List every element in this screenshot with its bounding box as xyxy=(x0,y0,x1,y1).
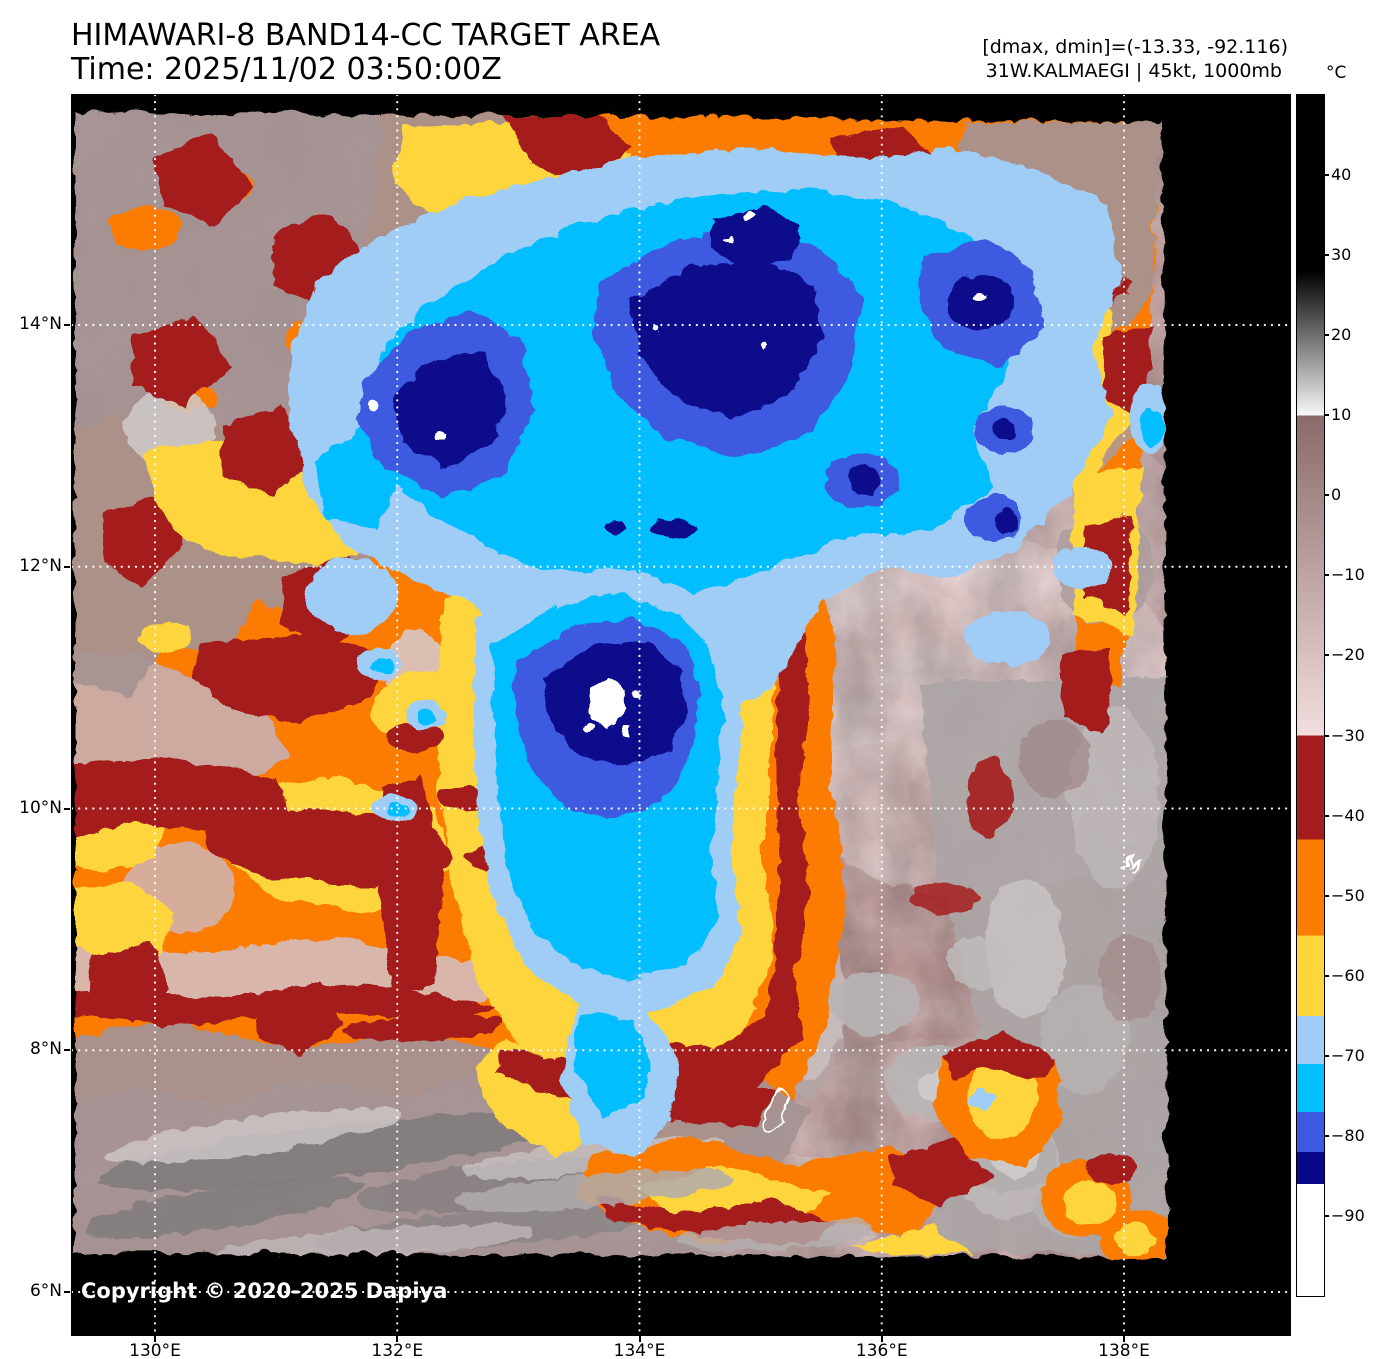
colorbar-tick-label: 20 xyxy=(1331,325,1352,345)
colorbar-tick-label: 40 xyxy=(1331,165,1352,185)
colorbar-tick-mark xyxy=(1324,814,1329,817)
colorbar-tick-label: −50 xyxy=(1331,885,1365,905)
colorbar-tick-mark xyxy=(1324,574,1329,577)
gridlines xyxy=(72,95,1290,1335)
x-tick-label: 136°E xyxy=(855,1341,908,1359)
y-tick-label: 10°N xyxy=(19,797,62,818)
colorbar-tick-mark xyxy=(1324,654,1329,657)
x-tick-mark xyxy=(880,1336,883,1342)
colorbar-tick-mark xyxy=(1324,254,1329,257)
colorbar-tick-label: −10 xyxy=(1331,565,1365,585)
timestamp: Time: 2025/11/02 03:50:00Z xyxy=(71,52,502,87)
y-tick-label: 6°N xyxy=(29,1281,62,1301)
x-tick-mark xyxy=(638,1336,641,1342)
x-tick-label: 132°E xyxy=(371,1341,424,1359)
colorbar-tick-label: 0 xyxy=(1331,485,1342,505)
colorbar-tick-mark xyxy=(1324,734,1329,737)
y-tick-label: 8°N xyxy=(29,1039,62,1060)
colorbar-tick-label: 30 xyxy=(1331,245,1352,265)
colorbar-tick-mark xyxy=(1324,494,1329,497)
colorbar-tick-label: −20 xyxy=(1331,645,1365,665)
colorbar-tick-label: −40 xyxy=(1331,805,1365,825)
colorbar-tick-mark xyxy=(1324,1054,1329,1057)
y-tick-label: 12°N xyxy=(19,555,62,576)
colorbar-tick-mark xyxy=(1324,334,1329,337)
colorbar-tick-label: 10 xyxy=(1331,405,1352,425)
colorbar-tick-mark xyxy=(1324,974,1329,977)
y-tick-label: 14°N xyxy=(19,314,62,334)
colorbar-tick-mark xyxy=(1324,174,1329,177)
x-tick-label: 138°E xyxy=(1098,1341,1150,1359)
colorbar-tick-mark xyxy=(1324,1134,1329,1137)
copyright-watermark: Copyright © 2020-2025 Dapiya xyxy=(81,1279,448,1303)
x-tick-label: 130°E xyxy=(129,1341,181,1359)
satellite-image xyxy=(72,95,1290,1335)
colorbar-tick-label: −80 xyxy=(1331,1125,1365,1145)
dmax-dmin-readout: [dmax, dmin]=(-13.33, -92.116) xyxy=(982,36,1288,58)
colorbar-unit-label: °C xyxy=(1326,63,1347,83)
colorbar-tick-mark xyxy=(1324,894,1329,897)
colorbar-tick-mark xyxy=(1324,1214,1329,1217)
colorbar-tick-label: −90 xyxy=(1331,1205,1365,1225)
x-tick-mark xyxy=(396,1336,399,1342)
y-tick-mark xyxy=(64,324,70,326)
storm-info: 31W.KALMAEGI | 45kt, 1000mb xyxy=(985,60,1282,82)
colorbar-tick-mark xyxy=(1324,414,1329,417)
y-tick-mark xyxy=(64,565,70,568)
page-title: HIMAWARI-8 BAND14-CC TARGET AREA xyxy=(71,18,661,53)
x-tick-mark xyxy=(1123,1336,1125,1342)
map-plot-area: Copyright © 2020-2025 Dapiya xyxy=(71,94,1291,1336)
x-tick-mark xyxy=(154,1336,156,1342)
x-tick-label: 134°E xyxy=(613,1341,666,1359)
colorbar-tick-label: −60 xyxy=(1331,965,1365,985)
y-tick-mark xyxy=(64,1291,70,1293)
colorbar-tick-label: −30 xyxy=(1331,725,1365,745)
colorbar-tick-label: −70 xyxy=(1331,1045,1365,1065)
y-tick-mark xyxy=(64,807,70,810)
y-tick-mark xyxy=(64,1049,70,1052)
colorbar xyxy=(1296,94,1325,1297)
